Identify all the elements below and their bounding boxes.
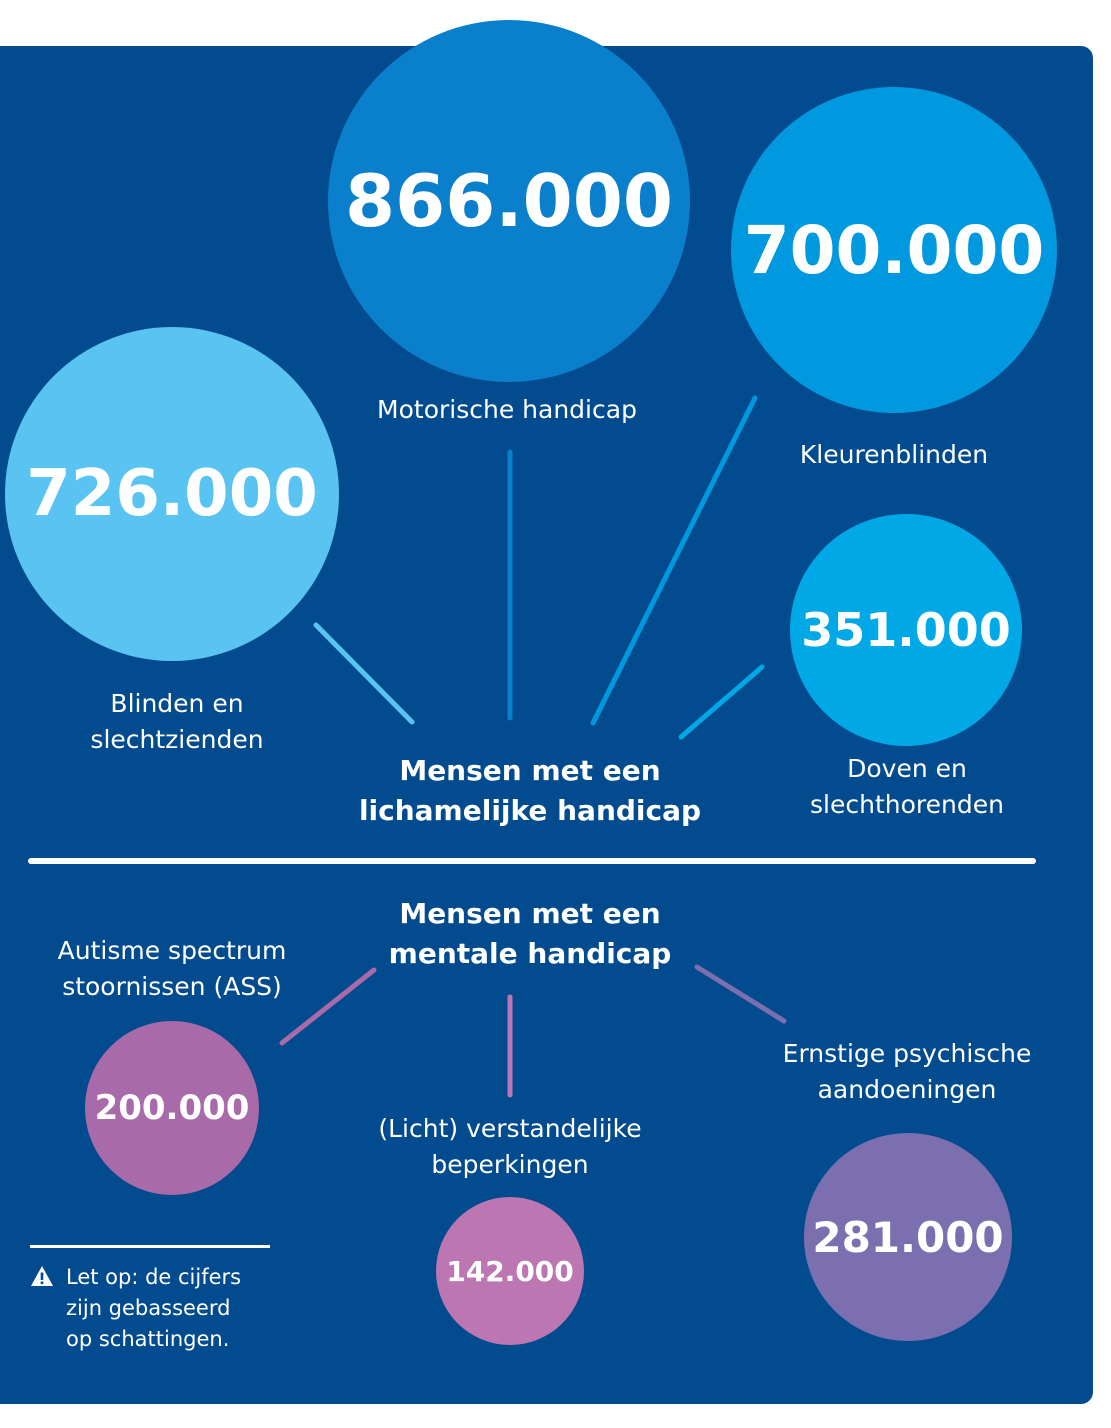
circle-psych: 281.000 xyxy=(804,1133,1012,1341)
text-line: mentale handicap xyxy=(388,937,672,970)
value-blind: 726.000 xyxy=(26,457,318,531)
line-color xyxy=(590,395,758,726)
label-blind: Blinden en slechtzienden xyxy=(27,686,327,758)
label-motor: Motorische handicap xyxy=(307,392,707,428)
text-line: Kleurenblinden xyxy=(799,440,989,469)
label-id: (Licht) verstandelijke beperkingen xyxy=(340,1111,680,1183)
circle-asd: 200.000 xyxy=(85,1021,259,1195)
note-text: Let op: de cijfers zijn gebasseerd op scha… xyxy=(66,1262,241,1355)
line-psych xyxy=(694,964,787,1024)
value-id: 142.000 xyxy=(446,1254,574,1288)
label-color: Kleurenblinden xyxy=(744,437,1044,473)
label-deaf: Doven en slechthorenden xyxy=(757,751,1057,823)
text-line: Motorische handicap xyxy=(377,395,637,424)
note-rule xyxy=(30,1245,270,1248)
value-psych: 281.000 xyxy=(812,1212,1004,1262)
text-line: beperkingen xyxy=(431,1150,589,1179)
circle-motor: 866.000 xyxy=(328,20,690,382)
text-line: slechtzienden xyxy=(90,725,264,754)
text-line: zijn gebasseerd xyxy=(66,1296,231,1320)
value-deaf: 351.000 xyxy=(801,603,1011,657)
text-line: slechthorenden xyxy=(810,790,1004,819)
value-asd: 200.000 xyxy=(94,1088,250,1128)
text-line: (Licht) verstandelijke xyxy=(378,1114,642,1143)
text-line: lichamelijke handicap xyxy=(358,794,702,827)
label-asd: Autisme spectrum stoornissen (ASS) xyxy=(22,933,322,1005)
text-line: stoornissen (ASS) xyxy=(62,972,282,1001)
text-line: Let op: de cijfers xyxy=(66,1265,242,1289)
label-psych: Ernstige psychische aandoeningen xyxy=(757,1036,1057,1108)
line-asd xyxy=(279,967,377,1046)
heading-mental: Mensen met een mentale handicap xyxy=(320,894,740,974)
text-line: Autisme spectrum xyxy=(57,936,287,965)
warning-icon xyxy=(31,1266,53,1286)
value-color: 700.000 xyxy=(743,211,1045,289)
text-line: Blinden en xyxy=(110,689,244,718)
line-blind xyxy=(313,622,415,725)
circle-color: 700.000 xyxy=(731,87,1057,413)
text-line: Mensen met een xyxy=(399,754,661,787)
value-motor: 866.000 xyxy=(345,159,673,243)
text-line: Doven en xyxy=(847,754,967,783)
line-deaf xyxy=(678,664,765,740)
text-line: aandoeningen xyxy=(817,1075,997,1104)
text-line: Ernstige psychische xyxy=(782,1039,1032,1068)
circle-deaf: 351.000 xyxy=(790,514,1022,746)
text-line: op schattingen. xyxy=(66,1327,230,1351)
circle-blind: 726.000 xyxy=(5,327,339,661)
section-divider xyxy=(28,858,1036,864)
circle-id: 142.000 xyxy=(436,1197,584,1345)
text-line: Mensen met een xyxy=(399,897,661,930)
heading-physical: Mensen met een lichamelijke handicap xyxy=(320,751,740,831)
